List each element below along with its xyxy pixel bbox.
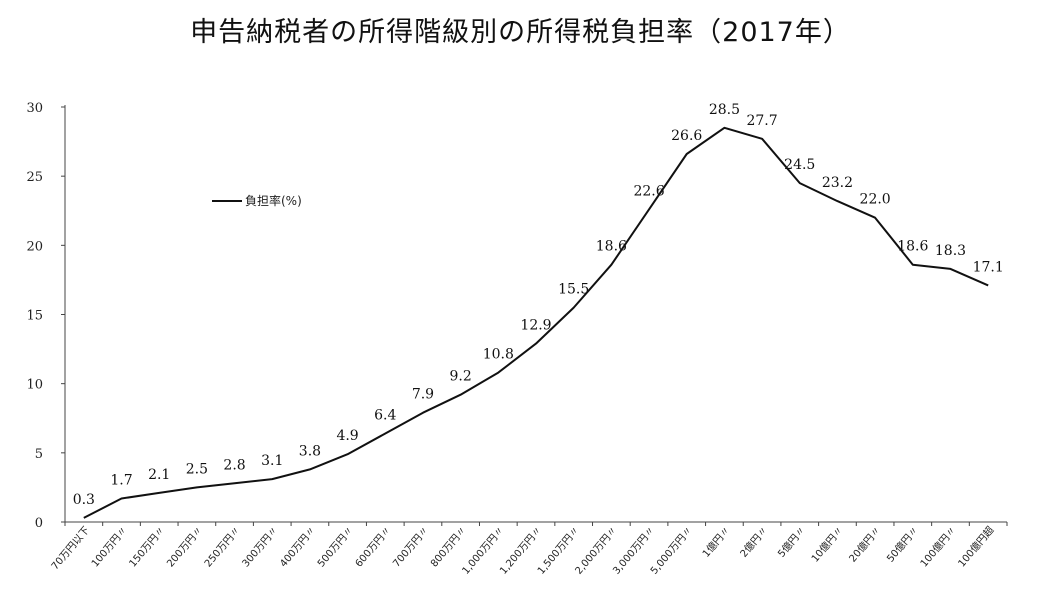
x-tick-label: 600万円〃 (354, 525, 394, 570)
x-tick-label: 800万円〃 (429, 525, 469, 570)
x-tick-label: 2億円〃 (737, 524, 770, 560)
data-label: 22.0 (860, 192, 891, 208)
chart-title: 申告納税者の所得階級別の所得税負担率（2017年） (190, 17, 851, 48)
data-label: 28.5 (709, 102, 740, 118)
y-tick-label: 0 (35, 516, 43, 531)
data-label: 18.3 (935, 243, 966, 259)
data-label: 7.9 (412, 387, 434, 403)
data-label: 26.6 (671, 128, 702, 144)
data-label: 22.6 (633, 183, 664, 199)
data-label: 17.1 (973, 259, 1004, 275)
y-tick-label: 25 (26, 170, 43, 185)
x-tick-label: 1億円〃 (699, 524, 732, 560)
data-label: 18.6 (897, 239, 928, 255)
data-label: 27.7 (746, 113, 777, 129)
data-label: 3.8 (299, 443, 321, 459)
x-tick-label: 70万円以下 (50, 525, 92, 572)
x-tick-label: 20億円〃 (846, 524, 883, 565)
data-label: 0.3 (73, 492, 95, 508)
x-ticks: 70万円以下100万円〃150万円〃200万円〃250万円〃300万円〃400万… (50, 522, 1008, 577)
x-tick-label: 250万円〃 (203, 525, 243, 570)
y-tick-label: 15 (26, 309, 43, 324)
x-tick-label: 100万円〃 (90, 525, 130, 570)
data-label: 9.2 (450, 369, 472, 385)
data-label: 3.1 (261, 453, 283, 469)
series (83, 126, 989, 519)
y-ticks: 0 5 10 15 20 25 30 (26, 101, 65, 531)
x-tick-label: 200万円〃 (165, 525, 205, 570)
legend: 負担率(%) (212, 193, 302, 208)
y-tick-label: 20 (26, 239, 43, 254)
x-tick-label: 400万円〃 (278, 525, 318, 570)
x-tick-label: 150万円〃 (128, 525, 168, 570)
data-label: 10.8 (483, 347, 514, 363)
y-tick-label: 30 (26, 101, 43, 116)
data-label: 18.6 (596, 239, 627, 255)
x-tick-label: 10億円〃 (808, 524, 845, 565)
data-label: 2.8 (223, 457, 245, 473)
data-label: 2.5 (186, 461, 208, 477)
x-tick-label: 50億円〃 (884, 524, 921, 565)
x-tick-label: 500万円〃 (316, 525, 356, 570)
y-tick-label: 10 (26, 378, 43, 393)
x-tick-label: 300万円〃 (241, 525, 281, 570)
x-tick-label: 700万円〃 (391, 525, 431, 570)
data-label: 2.1 (148, 467, 170, 483)
data-label: 23.2 (822, 175, 853, 191)
data-label: 6.4 (374, 407, 396, 423)
x-tick-label: 100億円超 (955, 524, 997, 570)
data-labels: 0.3 1.7 2.1 2.5 2.8 3.1 3.8 4.9 6.4 7.9 9.2 10.8 12.… (73, 102, 1004, 508)
data-label: 24.5 (784, 157, 815, 173)
x-tick-label: 100億円〃 (917, 524, 959, 570)
data-label: 12.9 (520, 318, 551, 334)
data-label: 15.5 (558, 282, 589, 298)
x-tick-label: 5億円〃 (775, 524, 808, 560)
axes (64, 105, 1007, 523)
y-tick-label: 5 (35, 447, 43, 462)
legend-label: 負担率(%) (245, 193, 302, 208)
data-label: 4.9 (336, 428, 358, 444)
series-line (83, 126, 989, 519)
data-label: 1.7 (110, 472, 132, 488)
